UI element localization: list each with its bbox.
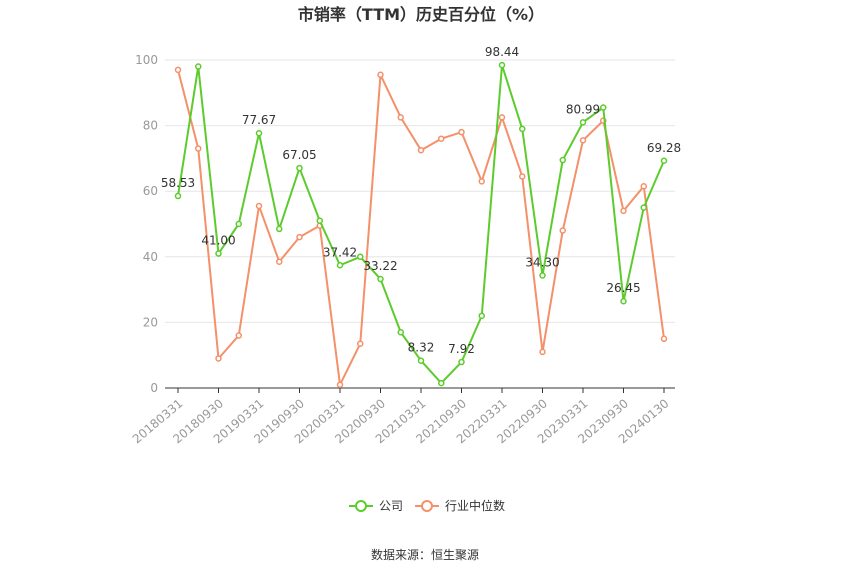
data-point[interactable] (276, 225, 283, 233)
x-axis: 2018033120180930201903312019093020200331… (130, 387, 675, 446)
data-point[interactable] (235, 332, 242, 339)
data-point[interactable] (498, 61, 506, 69)
data-point[interactable] (357, 253, 364, 261)
data-point[interactable] (195, 63, 202, 70)
data-label: 58.53 (161, 176, 195, 190)
data-label: 7.92 (448, 342, 475, 356)
chart-title: 市销率（TTM）历史百分位（%） (298, 5, 544, 24)
data-point[interactable] (458, 128, 465, 136)
data-label: 69.28 (647, 141, 681, 155)
data-point[interactable] (559, 156, 566, 164)
data-point[interactable] (255, 129, 263, 137)
source-note: 数据来源：恒生聚源 (371, 547, 479, 562)
data-point[interactable] (336, 262, 344, 269)
grid (165, 59, 675, 323)
y-tick-label: 100 (135, 53, 158, 67)
data-label: 77.67 (242, 113, 276, 127)
legend-item-company[interactable]: 公司 (349, 499, 403, 513)
data-point[interactable] (620, 297, 627, 305)
data-point[interactable] (174, 66, 182, 74)
data-point[interactable] (620, 207, 627, 215)
data-point[interactable] (640, 183, 647, 190)
y-tick-label: 80 (143, 119, 158, 133)
data-point[interactable] (316, 217, 323, 224)
data-point[interactable] (235, 220, 242, 228)
y-axis: 0 20 40 60 80 100 (135, 53, 158, 395)
data-label: 34.30 (525, 255, 559, 269)
y-tick-label: 20 (143, 315, 158, 329)
data-point[interactable] (438, 135, 445, 142)
data-point[interactable] (336, 381, 344, 388)
data-label: 26.45 (606, 281, 640, 295)
legend: 公司 行业中位数 (349, 498, 505, 513)
data-point[interactable] (478, 178, 485, 185)
data-label: 33.22 (363, 259, 397, 273)
data-point[interactable] (377, 275, 384, 283)
data-point[interactable] (539, 348, 546, 356)
data-point[interactable] (417, 146, 425, 154)
data-point[interactable] (660, 157, 668, 165)
legend-marker (355, 500, 367, 512)
data-point[interactable] (417, 357, 425, 364)
data-point[interactable] (458, 358, 465, 366)
data-point[interactable] (276, 258, 283, 265)
data-point[interactable] (559, 227, 566, 234)
data-point[interactable] (174, 192, 182, 200)
legend-label: 公司 (379, 499, 403, 513)
series-company (174, 61, 668, 387)
data-point[interactable] (579, 137, 587, 144)
data-point[interactable] (377, 71, 384, 79)
data-label: 67.05 (282, 148, 316, 162)
y-tick-label: 0 (150, 381, 158, 395)
series-layer (174, 61, 668, 388)
data-point[interactable] (397, 328, 404, 336)
data-label: 98.44 (485, 45, 519, 59)
data-point[interactable] (498, 114, 506, 121)
data-label: 37.42 (323, 245, 357, 259)
data-label: 8.32 (408, 341, 435, 355)
data-labels: 58.53 41.00 77.67 67.05 37.42 33.22 8.32 7.92 98… (161, 45, 681, 356)
y-tick-label: 40 (143, 250, 158, 264)
data-point[interactable] (600, 104, 607, 111)
data-point[interactable] (195, 145, 202, 152)
data-label: 80.99 (566, 102, 600, 116)
legend-label: 行业中位数 (445, 498, 505, 513)
data-point[interactable] (579, 119, 587, 126)
data-label: 41.00 (201, 234, 235, 248)
data-point[interactable] (215, 355, 222, 362)
data-point[interactable] (296, 164, 303, 172)
data-point[interactable] (519, 125, 526, 133)
data-point[interactable] (640, 204, 647, 211)
data-point[interactable] (296, 233, 303, 241)
series-industry-median (174, 66, 668, 388)
data-point[interactable] (660, 335, 668, 343)
data-point[interactable] (478, 312, 485, 320)
data-point[interactable] (539, 272, 546, 279)
legend-marker (421, 500, 433, 512)
data-point[interactable] (215, 250, 222, 257)
y-tick-label: 60 (143, 184, 158, 198)
data-point[interactable] (438, 379, 445, 387)
data-point[interactable] (255, 202, 263, 210)
data-point[interactable] (397, 114, 404, 121)
legend-item-industry-median[interactable]: 行业中位数 (415, 498, 505, 513)
data-point[interactable] (519, 173, 526, 180)
data-point[interactable] (357, 340, 364, 347)
